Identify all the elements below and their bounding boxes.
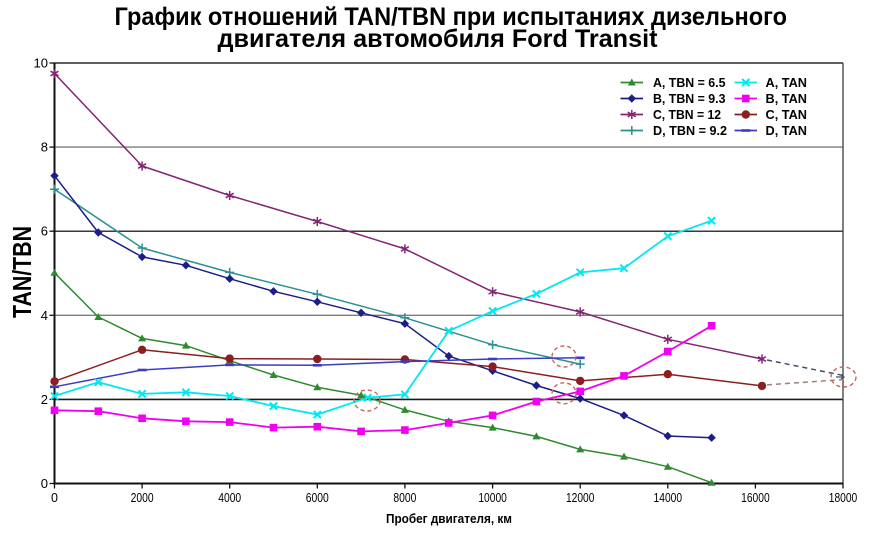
svg-text:4: 4 (41, 308, 48, 323)
svg-text:D, TBN = 9.2: D, TBN = 9.2 (653, 123, 727, 138)
svg-text:16000: 16000 (741, 491, 770, 505)
svg-text:2: 2 (41, 392, 48, 407)
svg-text:A, TBN = 6.5: A, TBN = 6.5 (653, 75, 726, 90)
svg-text:8000: 8000 (393, 491, 416, 505)
svg-text:8: 8 (41, 140, 48, 155)
svg-text:2000: 2000 (131, 491, 154, 505)
svg-text:14000: 14000 (654, 491, 683, 505)
svg-text:B, TBN = 9.3: B, TBN = 9.3 (653, 91, 726, 106)
svg-text:0: 0 (41, 476, 48, 491)
svg-text:B, TAN: B, TAN (766, 91, 808, 106)
svg-text:18000: 18000 (829, 491, 858, 505)
svg-text:График отношений TAN/TBN при и: График отношений TAN/TBN при испытаниях … (115, 3, 788, 31)
svg-text:A, TAN: A, TAN (766, 75, 808, 90)
svg-text:C, TBN = 12: C, TBN = 12 (653, 107, 721, 122)
svg-text:Пробег двигателя, км: Пробег двигателя, км (386, 512, 512, 526)
svg-text:двигателя автомобиля Ford Tran: двигателя автомобиля Ford Transit (218, 25, 659, 53)
svg-text:TAN/TBN: TAN/TBN (7, 226, 37, 318)
svg-text:12000: 12000 (566, 491, 595, 505)
svg-text:6000: 6000 (306, 491, 329, 505)
svg-text:6: 6 (41, 224, 48, 239)
svg-text:10: 10 (34, 56, 48, 71)
svg-text:4000: 4000 (218, 491, 241, 505)
svg-text:0: 0 (51, 491, 58, 505)
svg-text:C, TAN: C, TAN (766, 107, 808, 122)
svg-text:D, TAN: D, TAN (766, 123, 808, 138)
svg-text:10000: 10000 (478, 491, 507, 505)
